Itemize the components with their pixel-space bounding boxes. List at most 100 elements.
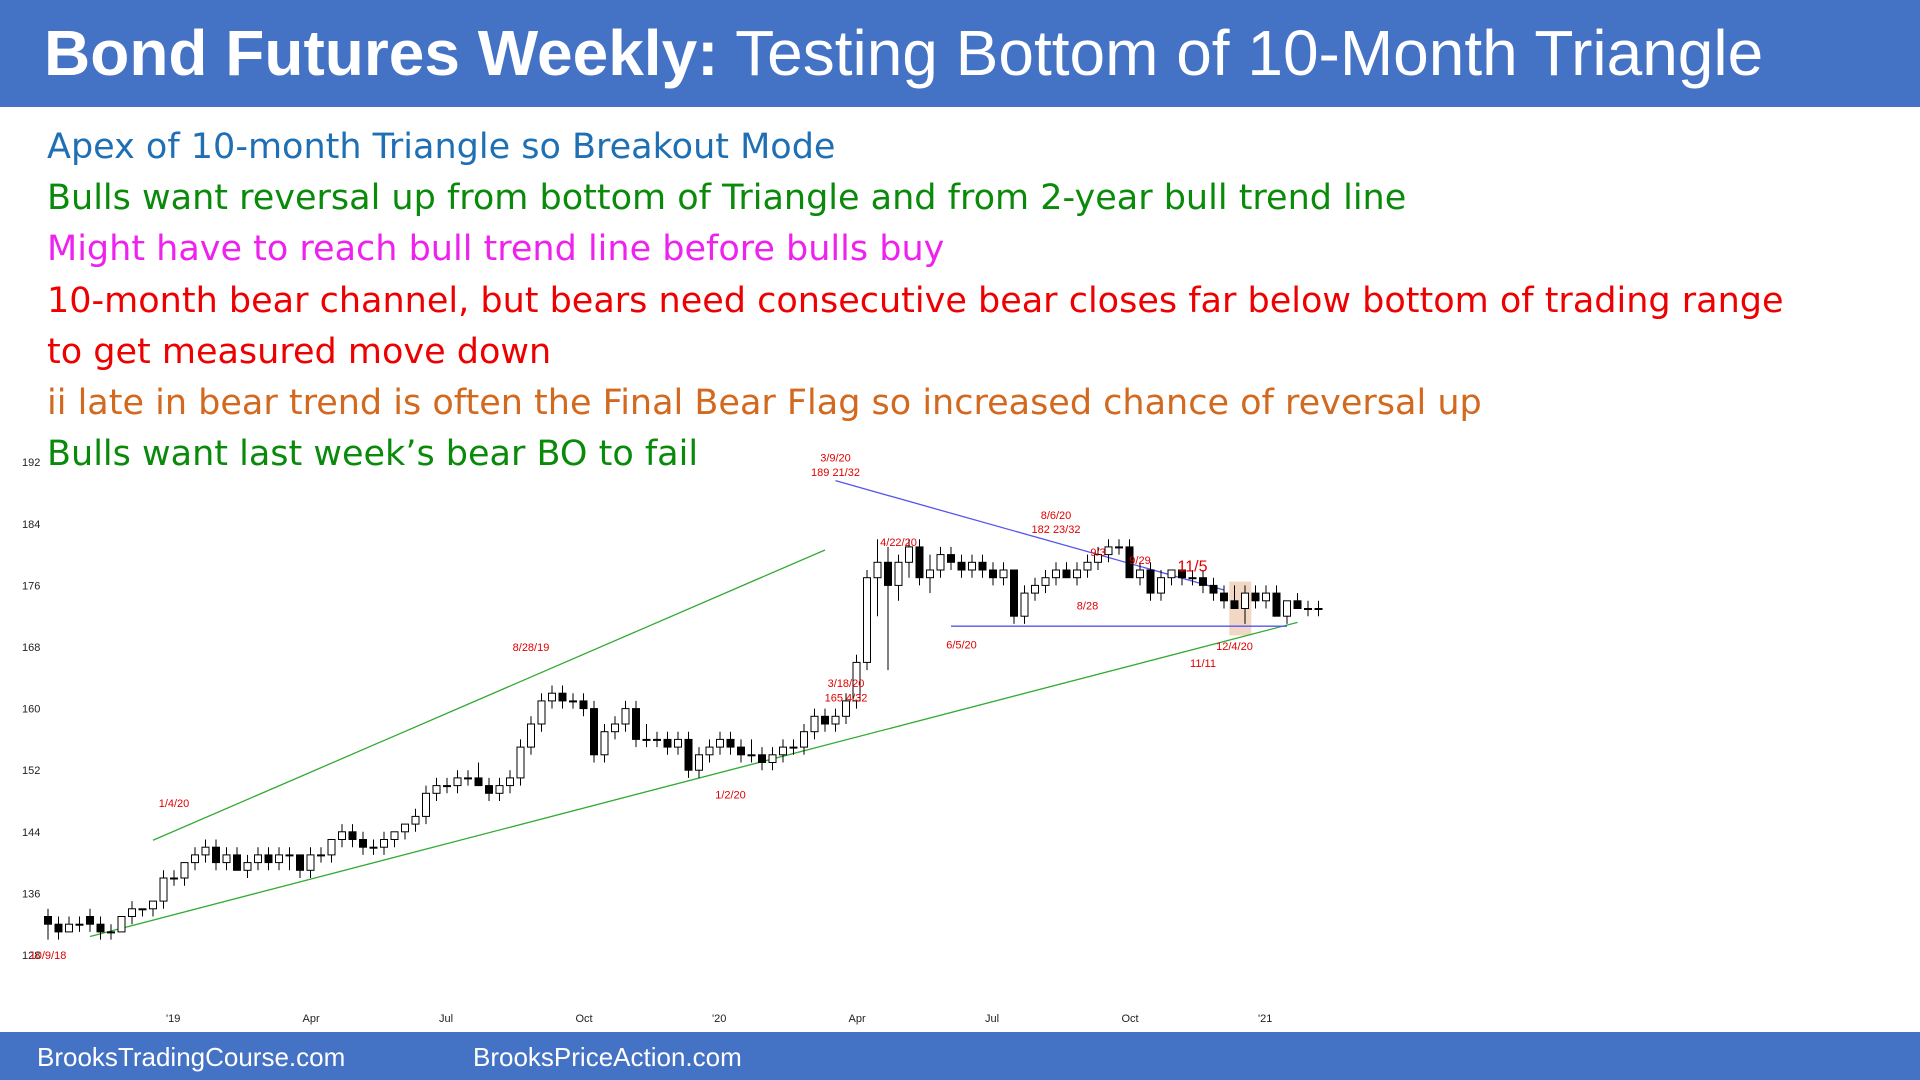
candle-body (44, 916, 52, 925)
candle-body (632, 708, 640, 740)
y-tick-label: 152 (22, 765, 40, 777)
candle-body (1052, 569, 1060, 579)
candle-body (558, 692, 567, 702)
candle-body (1010, 569, 1018, 617)
title-bold: Bond Futures Weekly: (44, 17, 719, 89)
candle-body (432, 785, 441, 794)
candle-body (1293, 600, 1302, 610)
candle-body (65, 923, 73, 933)
candle-body (128, 908, 136, 917)
chart-annotation: 6/5/20 (946, 640, 977, 652)
candle-body (1104, 546, 1113, 556)
candle-body (789, 746, 798, 749)
bond-futures-chart: 192 184 176 168 160 152 144 136 128 '19 Apr Jul Oct '… (22, 452, 1323, 1025)
candle-body (569, 700, 577, 703)
candle-body (915, 546, 924, 579)
candle-body (369, 846, 378, 849)
candle-body (705, 746, 714, 756)
candle-body (989, 569, 997, 579)
candle-body (758, 754, 766, 763)
chart-annotation: 182 23/32 (1032, 524, 1081, 536)
chart-annotation: 165 4/32 (825, 693, 868, 705)
candle-body (1031, 584, 1039, 594)
candle-body (296, 854, 304, 871)
candle-body (86, 916, 94, 925)
candle-body (1062, 569, 1071, 579)
chart-annotation: 4/22/20 (880, 537, 917, 549)
candle-body (1073, 569, 1081, 579)
candle-body (947, 554, 955, 563)
x-tick-label: Jul (985, 1013, 999, 1025)
candle-body (978, 561, 987, 571)
candle-body (1272, 592, 1281, 617)
y-tick-label: 184 (22, 519, 40, 531)
candle-body (1115, 546, 1123, 549)
chart-annotation: 8/6/20 (1041, 510, 1072, 522)
candle-body (548, 692, 556, 702)
y-tick-label: 168 (22, 642, 40, 654)
candle-body (768, 754, 777, 763)
candle-body (96, 923, 105, 933)
chart-annotation: 12/4/20 (1216, 641, 1253, 653)
candle-body (936, 554, 945, 571)
candle-body (485, 785, 493, 794)
footer-link-brookspriceaction[interactable]: BrooksPriceAction.com (473, 1042, 742, 1072)
chart-annotation: 11/11 (1190, 658, 1216, 670)
commentary-line: Apex of 10-month Triangle so Breakout Mo… (47, 127, 836, 167)
candle-body (180, 862, 189, 879)
x-tick-label: Oct (576, 1013, 593, 1025)
x-tick-label: '21 (1258, 1013, 1272, 1025)
candle-body (254, 854, 262, 864)
candle-body (863, 577, 871, 663)
candle-body (621, 708, 630, 725)
x-tick-label: Apr (303, 1013, 320, 1025)
candle-body (968, 561, 976, 571)
candle-body (1220, 592, 1228, 602)
y-tick-label: 160 (22, 704, 40, 716)
candle-body (1209, 584, 1218, 594)
candle-body (1199, 577, 1207, 586)
candle-body (821, 715, 829, 725)
candle-body (999, 569, 1008, 579)
candle-body (348, 831, 357, 840)
y-tick-label: 136 (22, 888, 40, 900)
candle-body (1125, 546, 1134, 579)
trend-line (835, 480, 1225, 591)
candle-body (495, 785, 504, 794)
candle-body (233, 854, 241, 871)
candle-body (243, 862, 252, 871)
candle-body (957, 561, 966, 571)
candle-body (1146, 569, 1155, 594)
candle-body (212, 846, 220, 864)
candle-body (1314, 608, 1323, 610)
y-tick-label: 144 (22, 827, 40, 839)
x-tick-label: '19 (166, 1013, 180, 1025)
footer-link-brookstradingcourse[interactable]: BrooksTradingCourse.com (37, 1042, 346, 1072)
candle-body (222, 854, 231, 864)
candle-body (474, 777, 483, 787)
candle-body (411, 815, 420, 825)
chart-annotation: 10/9/18 (30, 950, 67, 962)
chart-annotation: 189 21/32 (811, 467, 860, 479)
candle-body (842, 700, 850, 717)
candle-body (1083, 561, 1092, 571)
candle-body (779, 746, 787, 756)
candle-body (716, 738, 724, 748)
candle-body (737, 746, 745, 756)
candle-body (831, 715, 840, 725)
candle-body (1241, 592, 1249, 610)
commentary-line: Bulls want last week’s bear BO to fail (47, 434, 699, 475)
candle-body (317, 854, 325, 857)
y-tick-label: 128 (22, 950, 40, 962)
candle-body (201, 846, 210, 856)
candle-body (884, 561, 892, 586)
candle-body (390, 831, 399, 840)
chart-annotation: 1/4/20 (159, 798, 190, 810)
candle-body (443, 785, 451, 788)
candle-body (159, 877, 168, 902)
candle-body (1251, 592, 1260, 602)
candle-body (527, 723, 535, 748)
candle-body (1262, 592, 1270, 602)
chart-annotation: 8/28 (1077, 600, 1098, 612)
candle-body (642, 738, 651, 741)
